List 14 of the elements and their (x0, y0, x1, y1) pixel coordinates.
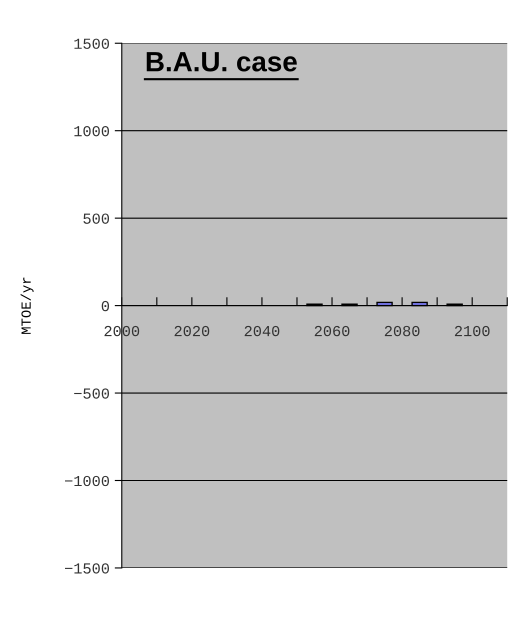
chart-title: B.A.U. case (146, 52, 297, 72)
y-tick-label: −1000 (65, 476, 110, 486)
y-tick-label: 0 (102, 300, 110, 312)
x-tick-label: 2060 (314, 326, 350, 336)
y-tick-label: 500 (83, 213, 110, 224)
y-tick-label: −1500 (65, 563, 110, 574)
x-tick-label: 2080 (384, 326, 420, 336)
x-tick-label: 2040 (244, 326, 280, 336)
y-tick-label: 1000 (74, 126, 110, 136)
x-tick-label: 2100 (454, 326, 490, 336)
y-tick-label: 1500 (74, 38, 110, 49)
y-tick-label: −500 (74, 388, 110, 399)
y-axis-title: MTOE/yr (20, 278, 34, 334)
x-tick-label: 2020 (174, 326, 210, 336)
